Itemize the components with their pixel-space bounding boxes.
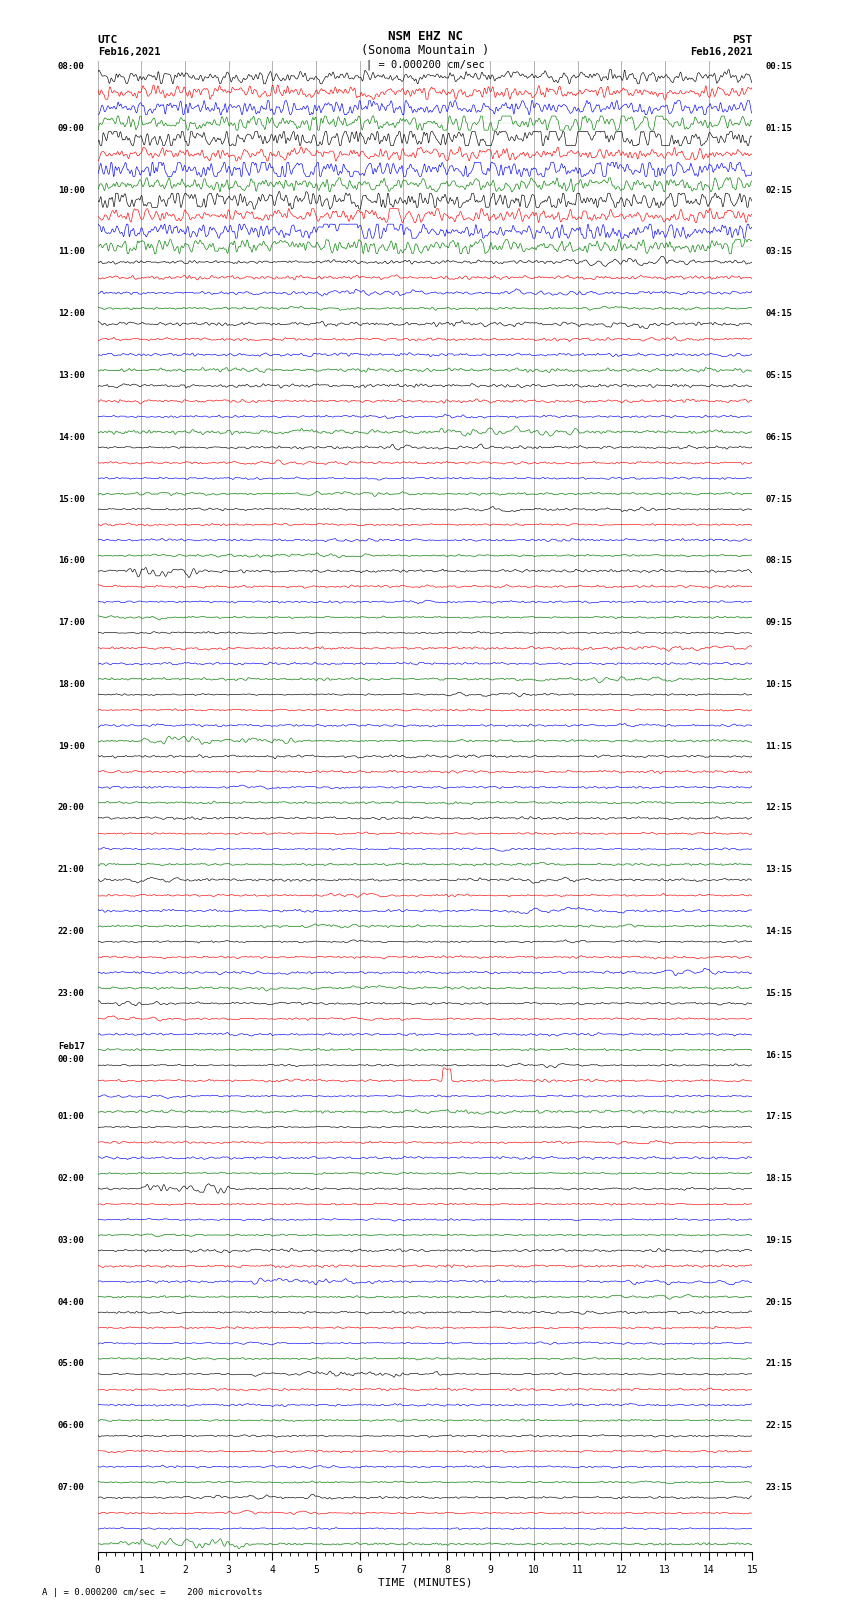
Text: 09:00: 09:00 (58, 124, 85, 132)
Text: 01:15: 01:15 (765, 124, 792, 132)
Text: 01:00: 01:00 (58, 1113, 85, 1121)
Text: 17:15: 17:15 (765, 1113, 792, 1121)
Text: 07:15: 07:15 (765, 495, 792, 503)
Text: 11:15: 11:15 (765, 742, 792, 750)
Text: 03:00: 03:00 (58, 1236, 85, 1245)
Text: 12:00: 12:00 (58, 310, 85, 318)
Text: UTC: UTC (98, 35, 118, 45)
Text: 11:00: 11:00 (58, 247, 85, 256)
Text: 20:15: 20:15 (765, 1297, 792, 1307)
Text: 17:00: 17:00 (58, 618, 85, 627)
Text: Feb16,2021: Feb16,2021 (98, 47, 161, 56)
Text: 14:00: 14:00 (58, 432, 85, 442)
Text: 00:15: 00:15 (765, 61, 792, 71)
X-axis label: TIME (MINUTES): TIME (MINUTES) (377, 1578, 473, 1587)
Text: 06:15: 06:15 (765, 432, 792, 442)
Text: 06:00: 06:00 (58, 1421, 85, 1431)
Text: 21:00: 21:00 (58, 865, 85, 874)
Text: 03:15: 03:15 (765, 247, 792, 256)
Text: 22:00: 22:00 (58, 927, 85, 936)
Text: A | = 0.000200 cm/sec =    200 microvolts: A | = 0.000200 cm/sec = 200 microvolts (42, 1587, 263, 1597)
Text: 08:00: 08:00 (58, 61, 85, 71)
Text: 20:00: 20:00 (58, 803, 85, 813)
Text: 04:00: 04:00 (58, 1297, 85, 1307)
Text: 18:00: 18:00 (58, 679, 85, 689)
Text: Feb17: Feb17 (58, 1042, 85, 1052)
Text: 05:15: 05:15 (765, 371, 792, 381)
Text: Feb16,2021: Feb16,2021 (689, 47, 752, 56)
Text: 21:15: 21:15 (765, 1360, 792, 1368)
Text: 23:00: 23:00 (58, 989, 85, 998)
Text: 18:15: 18:15 (765, 1174, 792, 1182)
Text: 13:15: 13:15 (765, 865, 792, 874)
Text: 23:15: 23:15 (765, 1482, 792, 1492)
Text: 10:00: 10:00 (58, 185, 85, 195)
Text: 08:15: 08:15 (765, 556, 792, 565)
Text: 19:15: 19:15 (765, 1236, 792, 1245)
Text: 02:00: 02:00 (58, 1174, 85, 1182)
Text: 09:15: 09:15 (765, 618, 792, 627)
Text: NSM EHZ NC: NSM EHZ NC (388, 31, 462, 44)
Text: 10:15: 10:15 (765, 679, 792, 689)
Text: 22:15: 22:15 (765, 1421, 792, 1431)
Text: 14:15: 14:15 (765, 927, 792, 936)
Text: PST: PST (732, 35, 752, 45)
Text: 05:00: 05:00 (58, 1360, 85, 1368)
Text: 15:00: 15:00 (58, 495, 85, 503)
Text: 15:15: 15:15 (765, 989, 792, 998)
Text: 02:15: 02:15 (765, 185, 792, 195)
Text: 16:15: 16:15 (765, 1050, 792, 1060)
Text: 04:15: 04:15 (765, 310, 792, 318)
Text: 19:00: 19:00 (58, 742, 85, 750)
Text: 13:00: 13:00 (58, 371, 85, 381)
Text: 12:15: 12:15 (765, 803, 792, 813)
Text: 00:00: 00:00 (58, 1055, 85, 1063)
Text: 07:00: 07:00 (58, 1482, 85, 1492)
Text: 16:00: 16:00 (58, 556, 85, 565)
Text: | = 0.000200 cm/sec: | = 0.000200 cm/sec (366, 60, 484, 71)
Text: (Sonoma Mountain ): (Sonoma Mountain ) (361, 44, 489, 56)
